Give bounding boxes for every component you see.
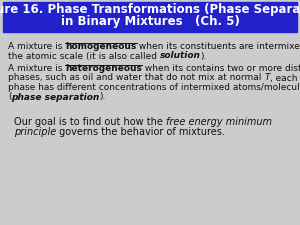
Text: A mixture is: A mixture is [8,64,65,73]
Text: the atomic scale (it is also called: the atomic scale (it is also called [8,52,160,61]
FancyBboxPatch shape [3,2,297,32]
Text: principle: principle [14,127,56,137]
Text: T: T [264,74,270,83]
Text: heterogeneous: heterogeneous [65,64,142,73]
Text: when its contains two or more distinct: when its contains two or more distinct [142,64,300,73]
Text: governs the behavior of mixtures.: governs the behavior of mixtures. [56,127,225,137]
Text: , each: , each [270,74,297,83]
Text: phase separation: phase separation [11,92,100,101]
Text: in Binary Mixtures   (Ch. 5): in Binary Mixtures (Ch. 5) [61,16,239,29]
Text: free energy minimum: free energy minimum [166,117,272,127]
Text: homogeneous: homogeneous [65,42,136,51]
Text: ).: ). [201,52,207,61]
Text: A mixture is: A mixture is [8,42,65,51]
Text: solution: solution [160,52,201,61]
Text: when its constituents are intermixed on: when its constituents are intermixed on [136,42,300,51]
Text: phases, such as oil and water that do not mix at normal: phases, such as oil and water that do no… [8,74,264,83]
Text: (: ( [8,92,11,101]
Text: ).: ). [100,92,106,101]
Text: Our goal is to find out how the: Our goal is to find out how the [14,117,166,127]
Text: Lecture 16. Phase Transformations (Phase Separation): Lecture 16. Phase Transformations (Phase… [0,4,300,16]
Text: phase has different concentrations of intermixed atoms/molecules: phase has different concentrations of in… [8,83,300,92]
